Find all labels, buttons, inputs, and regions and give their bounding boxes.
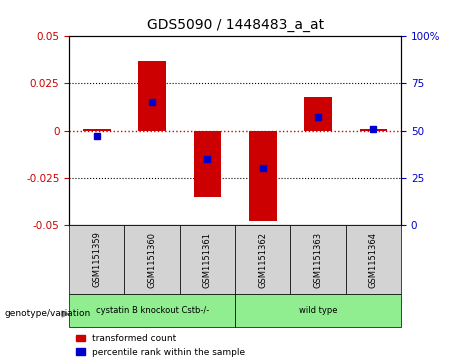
Bar	[194, 131, 221, 197]
Text: GSM1151359: GSM1151359	[92, 232, 101, 287]
Text: GSM1151362: GSM1151362	[258, 232, 267, 287]
Text: genotype/variation: genotype/variation	[5, 310, 91, 318]
Bar	[346, 225, 401, 294]
Text: GSM1151361: GSM1151361	[203, 232, 212, 287]
Bar	[249, 131, 277, 221]
Legend: transformed count, percentile rank within the sample: transformed count, percentile rank withi…	[76, 334, 245, 357]
Bar	[83, 129, 111, 131]
Text: cystatin B knockout Cstb-/-: cystatin B knockout Cstb-/-	[95, 306, 209, 315]
Text: GSM1151363: GSM1151363	[313, 232, 323, 287]
Title: GDS5090 / 1448483_a_at: GDS5090 / 1448483_a_at	[147, 19, 324, 33]
Bar	[290, 225, 346, 294]
Bar	[69, 294, 235, 327]
Bar	[69, 225, 124, 294]
Bar	[180, 225, 235, 294]
Bar	[304, 97, 332, 131]
Text: GSM1151360: GSM1151360	[148, 232, 157, 287]
Bar	[124, 225, 180, 294]
Bar	[235, 225, 290, 294]
Bar	[360, 129, 387, 131]
Bar	[235, 294, 401, 327]
Text: GSM1151364: GSM1151364	[369, 232, 378, 287]
Bar	[138, 61, 166, 131]
Text: wild type: wild type	[299, 306, 337, 315]
